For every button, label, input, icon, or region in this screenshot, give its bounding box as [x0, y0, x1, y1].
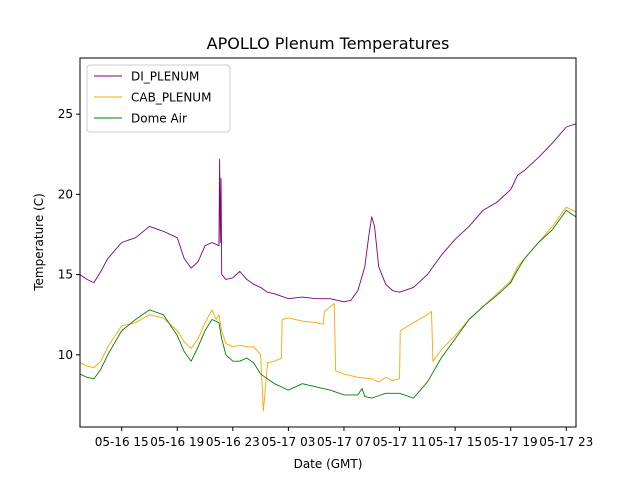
x-tick-label: 05-17 07 [317, 435, 371, 449]
x-tick-label: 05-17 03 [261, 435, 315, 449]
legend-label: CAB_PLENUM [131, 91, 211, 105]
legend-label: DI_PLENUM [131, 70, 199, 84]
series-line-cab-plenum [79, 206, 577, 412]
y-tick-label: 20 [58, 187, 73, 201]
series-line-di-plenum [79, 123, 577, 303]
y-tick-label: 25 [58, 107, 73, 121]
plot-area: 05-16 15 05-16 19 05-16 23 05-17 03 05-17 07… [58, 57, 593, 449]
x-tick-label: 05-17 11 [373, 435, 427, 449]
x-tick-label: 05-16 15 [95, 435, 149, 449]
series-group [79, 123, 577, 412]
chart-title: APOLLO Plenum Temperatures [207, 34, 450, 53]
x-axis-label: Date (GMT) [294, 457, 363, 471]
legend-label: Dome Air [131, 112, 187, 126]
y-axis-label: Temperature (C) [32, 193, 46, 292]
y-tick-label: 10 [58, 348, 73, 362]
axes-frame [79, 57, 577, 428]
x-tick-label: 05-16 23 [206, 435, 260, 449]
x-tick-label: 05-17 23 [539, 435, 593, 449]
legend-box [86, 64, 231, 133]
x-axis: 05-16 15 05-16 19 05-16 23 05-17 03 05-17 07… [95, 427, 593, 449]
legend: DI_PLENUM CAB_PLENUM Dome Air [86, 64, 231, 133]
series-line-dome-air [79, 209, 577, 399]
x-tick-label: 05-17 19 [484, 435, 538, 449]
y-tick-label: 15 [58, 268, 73, 282]
y-axis: 10 15 20 25 [58, 107, 80, 362]
x-tick-label: 05-16 19 [150, 435, 204, 449]
x-tick-label: 05-17 15 [428, 435, 482, 449]
